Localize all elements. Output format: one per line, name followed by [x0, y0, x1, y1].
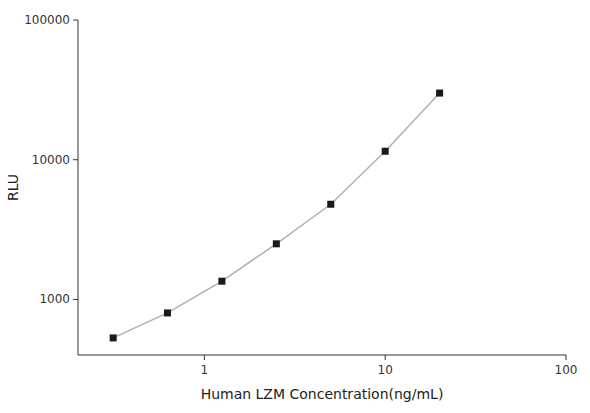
x-tick	[566, 355, 567, 360]
data-point	[110, 334, 117, 341]
data-line	[113, 93, 439, 338]
y-tick-label: 10000	[32, 153, 70, 167]
y-axis-label: RLU	[5, 174, 21, 201]
y-tick	[73, 159, 78, 160]
data-point	[327, 201, 334, 208]
x-tick	[385, 355, 386, 360]
y-tick-label: 1000	[39, 292, 70, 306]
x-tick-label: 1	[201, 363, 209, 377]
x-tick-label: 10	[378, 363, 393, 377]
x-axis-line	[78, 355, 566, 356]
data-point	[382, 148, 389, 155]
data-point	[436, 90, 443, 97]
x-tick-label: 100	[555, 363, 578, 377]
data-point	[164, 309, 171, 316]
y-axis-line	[78, 20, 79, 355]
data-point	[218, 278, 225, 285]
y-tick	[73, 20, 78, 21]
y-tick	[73, 299, 78, 300]
chart-container: 1 10 100 1000 10000 100000 Human LZM Concentra…	[0, 0, 590, 413]
y-tick-label: 100000	[24, 13, 70, 27]
data-point	[273, 240, 280, 247]
chart-svg: 1 10 100 1000 10000 100000 Human LZM Concentra…	[0, 0, 590, 413]
x-axis-label: Human LZM Concentration(ng/mL)	[201, 386, 444, 402]
x-tick	[204, 355, 205, 360]
plot-area	[110, 90, 443, 342]
